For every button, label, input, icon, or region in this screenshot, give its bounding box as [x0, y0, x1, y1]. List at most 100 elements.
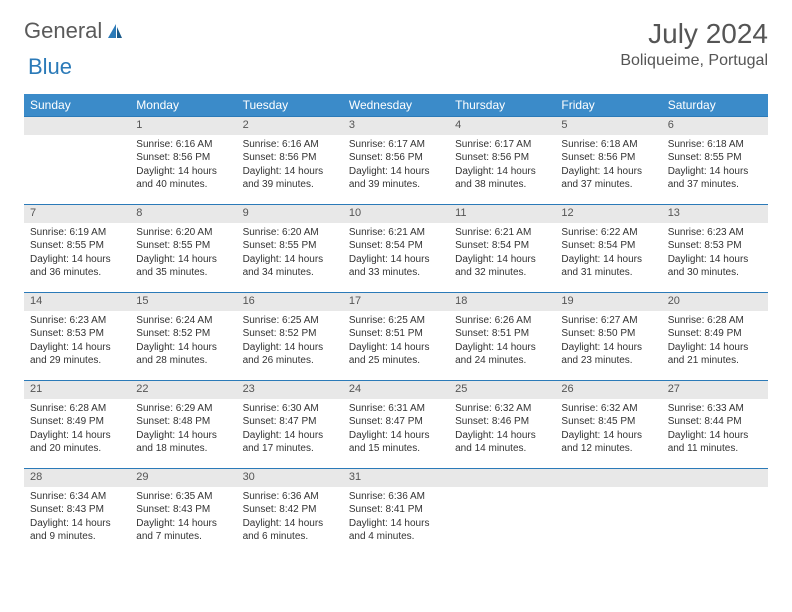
sunrise-text: Sunrise: 6:21 AM — [455, 226, 549, 240]
daylight-text: Daylight: 14 hours and 37 minutes. — [668, 165, 762, 192]
day-cell: Sunrise: 6:20 AMSunset: 8:55 PMDaylight:… — [130, 223, 236, 293]
day-cell: Sunrise: 6:18 AMSunset: 8:55 PMDaylight:… — [662, 135, 768, 205]
daylight-text: Daylight: 14 hours and 17 minutes. — [243, 429, 337, 456]
day-cell: Sunrise: 6:32 AMSunset: 8:45 PMDaylight:… — [555, 399, 661, 469]
sunset-text: Sunset: 8:56 PM — [561, 151, 655, 165]
day-cell — [662, 487, 768, 557]
day-number — [555, 469, 661, 487]
daylight-text: Daylight: 14 hours and 39 minutes. — [349, 165, 443, 192]
day-number: 19 — [555, 293, 661, 311]
day-cell: Sunrise: 6:20 AMSunset: 8:55 PMDaylight:… — [237, 223, 343, 293]
day-number: 28 — [24, 469, 130, 487]
daylight-text: Daylight: 14 hours and 11 minutes. — [668, 429, 762, 456]
sunrise-text: Sunrise: 6:35 AM — [136, 490, 230, 504]
day-number: 16 — [237, 293, 343, 311]
title-block: July 2024 Boliqueime, Portugal — [620, 18, 768, 70]
sunset-text: Sunset: 8:49 PM — [668, 327, 762, 341]
daylight-text: Daylight: 14 hours and 28 minutes. — [136, 341, 230, 368]
weekday-header: Thursday — [449, 94, 555, 117]
daylight-text: Daylight: 14 hours and 6 minutes. — [243, 517, 337, 544]
day-number: 27 — [662, 381, 768, 399]
sunrise-text: Sunrise: 6:22 AM — [561, 226, 655, 240]
day-number: 1 — [130, 117, 236, 135]
day-number: 25 — [449, 381, 555, 399]
daylight-text: Daylight: 14 hours and 30 minutes. — [668, 253, 762, 280]
day-cell: Sunrise: 6:28 AMSunset: 8:49 PMDaylight:… — [24, 399, 130, 469]
sunset-text: Sunset: 8:54 PM — [349, 239, 443, 253]
daylight-text: Daylight: 14 hours and 33 minutes. — [349, 253, 443, 280]
day-number: 10 — [343, 205, 449, 223]
day-number: 13 — [662, 205, 768, 223]
sunset-text: Sunset: 8:46 PM — [455, 415, 549, 429]
sunset-text: Sunset: 8:47 PM — [349, 415, 443, 429]
sunset-text: Sunset: 8:56 PM — [349, 151, 443, 165]
day-cell — [555, 487, 661, 557]
sunset-text: Sunset: 8:56 PM — [136, 151, 230, 165]
daylight-text: Daylight: 14 hours and 32 minutes. — [455, 253, 549, 280]
day-cell: Sunrise: 6:18 AMSunset: 8:56 PMDaylight:… — [555, 135, 661, 205]
day-number: 11 — [449, 205, 555, 223]
sunset-text: Sunset: 8:55 PM — [136, 239, 230, 253]
daylight-text: Daylight: 14 hours and 35 minutes. — [136, 253, 230, 280]
day-cell: Sunrise: 6:25 AMSunset: 8:52 PMDaylight:… — [237, 311, 343, 381]
day-number: 8 — [130, 205, 236, 223]
sunrise-text: Sunrise: 6:29 AM — [136, 402, 230, 416]
day-number: 31 — [343, 469, 449, 487]
logo-text-blue: Blue — [28, 54, 72, 79]
day-cell — [24, 135, 130, 205]
day-content-row: Sunrise: 6:23 AMSunset: 8:53 PMDaylight:… — [24, 311, 768, 381]
sunset-text: Sunset: 8:52 PM — [243, 327, 337, 341]
calendar-table: SundayMondayTuesdayWednesdayThursdayFrid… — [24, 94, 768, 557]
daylight-text: Daylight: 14 hours and 34 minutes. — [243, 253, 337, 280]
sunrise-text: Sunrise: 6:36 AM — [243, 490, 337, 504]
daylight-text: Daylight: 14 hours and 23 minutes. — [561, 341, 655, 368]
sunrise-text: Sunrise: 6:21 AM — [349, 226, 443, 240]
sunrise-text: Sunrise: 6:28 AM — [30, 402, 124, 416]
sunrise-text: Sunrise: 6:20 AM — [243, 226, 337, 240]
sunset-text: Sunset: 8:55 PM — [243, 239, 337, 253]
sunrise-text: Sunrise: 6:23 AM — [668, 226, 762, 240]
sunrise-text: Sunrise: 6:27 AM — [561, 314, 655, 328]
sunrise-text: Sunrise: 6:16 AM — [136, 138, 230, 152]
weekday-header: Monday — [130, 94, 236, 117]
logo-text-general: General — [24, 18, 102, 44]
sunrise-text: Sunrise: 6:17 AM — [349, 138, 443, 152]
day-number: 14 — [24, 293, 130, 311]
sunrise-text: Sunrise: 6:31 AM — [349, 402, 443, 416]
logo: General — [24, 18, 126, 44]
day-cell: Sunrise: 6:28 AMSunset: 8:49 PMDaylight:… — [662, 311, 768, 381]
sunrise-text: Sunrise: 6:33 AM — [668, 402, 762, 416]
day-cell: Sunrise: 6:23 AMSunset: 8:53 PMDaylight:… — [662, 223, 768, 293]
sunrise-text: Sunrise: 6:28 AM — [668, 314, 762, 328]
daylight-text: Daylight: 14 hours and 9 minutes. — [30, 517, 124, 544]
weekday-header-row: SundayMondayTuesdayWednesdayThursdayFrid… — [24, 94, 768, 117]
sunset-text: Sunset: 8:56 PM — [455, 151, 549, 165]
sunset-text: Sunset: 8:50 PM — [561, 327, 655, 341]
day-number: 20 — [662, 293, 768, 311]
day-number — [449, 469, 555, 487]
daylight-text: Daylight: 14 hours and 12 minutes. — [561, 429, 655, 456]
sunset-text: Sunset: 8:43 PM — [136, 503, 230, 517]
sunrise-text: Sunrise: 6:30 AM — [243, 402, 337, 416]
daylight-text: Daylight: 14 hours and 24 minutes. — [455, 341, 549, 368]
day-number-row: 21222324252627 — [24, 381, 768, 399]
sunset-text: Sunset: 8:51 PM — [455, 327, 549, 341]
day-cell: Sunrise: 6:22 AMSunset: 8:54 PMDaylight:… — [555, 223, 661, 293]
sunrise-text: Sunrise: 6:26 AM — [455, 314, 549, 328]
day-cell: Sunrise: 6:29 AMSunset: 8:48 PMDaylight:… — [130, 399, 236, 469]
sunset-text: Sunset: 8:42 PM — [243, 503, 337, 517]
sunset-text: Sunset: 8:56 PM — [243, 151, 337, 165]
day-cell: Sunrise: 6:16 AMSunset: 8:56 PMDaylight:… — [237, 135, 343, 205]
day-cell: Sunrise: 6:32 AMSunset: 8:46 PMDaylight:… — [449, 399, 555, 469]
day-number: 6 — [662, 117, 768, 135]
logo-sail-icon — [106, 22, 124, 40]
daylight-text: Daylight: 14 hours and 25 minutes. — [349, 341, 443, 368]
sunrise-text: Sunrise: 6:32 AM — [455, 402, 549, 416]
day-number-row: 14151617181920 — [24, 293, 768, 311]
weekday-header: Tuesday — [237, 94, 343, 117]
weekday-header: Sunday — [24, 94, 130, 117]
day-cell: Sunrise: 6:35 AMSunset: 8:43 PMDaylight:… — [130, 487, 236, 557]
day-number: 12 — [555, 205, 661, 223]
sunrise-text: Sunrise: 6:36 AM — [349, 490, 443, 504]
sunset-text: Sunset: 8:55 PM — [668, 151, 762, 165]
